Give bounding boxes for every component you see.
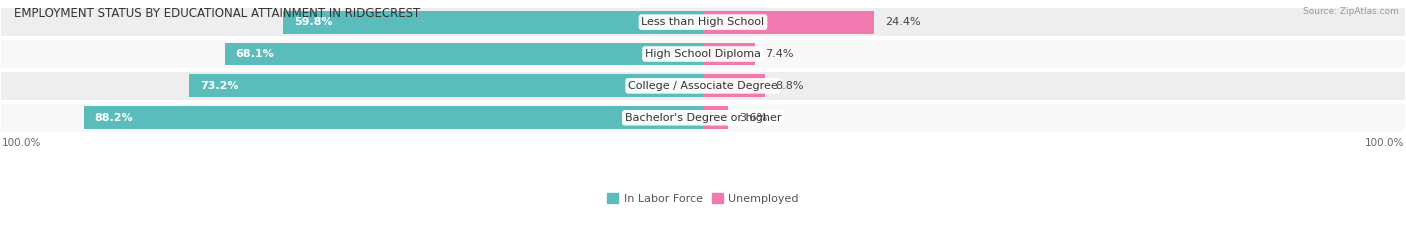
Bar <box>1 72 1405 100</box>
Text: 24.4%: 24.4% <box>884 17 921 27</box>
Text: High School Diploma: High School Diploma <box>645 49 761 59</box>
Bar <box>703 74 765 97</box>
Bar <box>284 11 703 34</box>
Bar <box>190 74 703 97</box>
Bar <box>1 40 1405 68</box>
Bar <box>703 11 875 34</box>
Text: 3.6%: 3.6% <box>738 113 768 123</box>
Bar <box>703 106 728 129</box>
Text: 8.8%: 8.8% <box>775 81 804 91</box>
Text: 73.2%: 73.2% <box>200 81 239 91</box>
Text: 59.8%: 59.8% <box>294 17 333 27</box>
Bar <box>1 104 1405 132</box>
Text: Bachelor's Degree or higher: Bachelor's Degree or higher <box>624 113 782 123</box>
Text: 68.1%: 68.1% <box>236 49 274 59</box>
Text: 88.2%: 88.2% <box>94 113 134 123</box>
Text: 7.4%: 7.4% <box>765 49 794 59</box>
Text: 100.0%: 100.0% <box>1 137 41 147</box>
Text: 100.0%: 100.0% <box>1365 137 1405 147</box>
Bar <box>84 106 703 129</box>
Text: Source: ZipAtlas.com: Source: ZipAtlas.com <box>1303 7 1399 16</box>
Bar <box>703 42 755 65</box>
Text: EMPLOYMENT STATUS BY EDUCATIONAL ATTAINMENT IN RIDGECREST: EMPLOYMENT STATUS BY EDUCATIONAL ATTAINM… <box>14 7 420 20</box>
Bar <box>1 8 1405 36</box>
Text: College / Associate Degree: College / Associate Degree <box>628 81 778 91</box>
Bar <box>225 42 703 65</box>
Legend: In Labor Force, Unemployed: In Labor Force, Unemployed <box>603 189 803 208</box>
Text: Less than High School: Less than High School <box>641 17 765 27</box>
